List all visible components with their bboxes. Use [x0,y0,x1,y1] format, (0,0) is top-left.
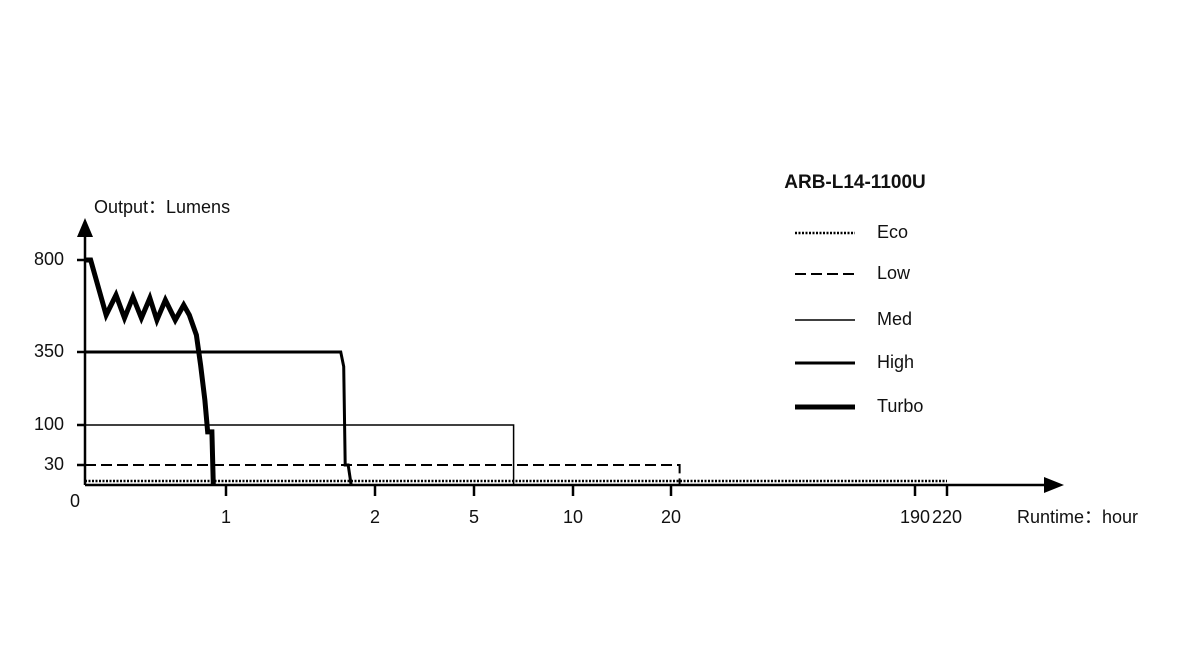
chart-title: ARB-L14-1100U [784,172,926,193]
x-tick-label: 0 [70,491,80,511]
legend-label: High [877,352,914,372]
y-tick-label: 100 [34,414,64,434]
x-arrow [1044,477,1064,493]
x-tick-label: 2 [370,507,380,527]
x-axis-label: Runtime：hour [1017,507,1138,527]
x-tick-label: 1 [221,507,231,527]
y-tick-label: 350 [34,341,64,361]
series-line [85,257,216,486]
series-line [85,424,515,485]
legend-label: Turbo [877,396,923,416]
y-axis-label: Output：Lumens [94,197,230,217]
series-line [85,464,681,485]
legend-label: Med [877,309,912,329]
x-tick-label: 220 [932,507,962,527]
y-tick-label: 800 [34,249,64,269]
legend-label: Low [877,263,911,283]
x-tick-label: 190 [900,507,930,527]
x-tick-label: 5 [469,507,479,527]
legend-label: Eco [877,222,908,242]
y-arrow [77,218,93,237]
series-line [85,350,353,486]
x-tick-label: 20 [661,507,681,527]
x-tick-label: 10 [563,507,583,527]
y-tick-label: 30 [44,454,64,474]
